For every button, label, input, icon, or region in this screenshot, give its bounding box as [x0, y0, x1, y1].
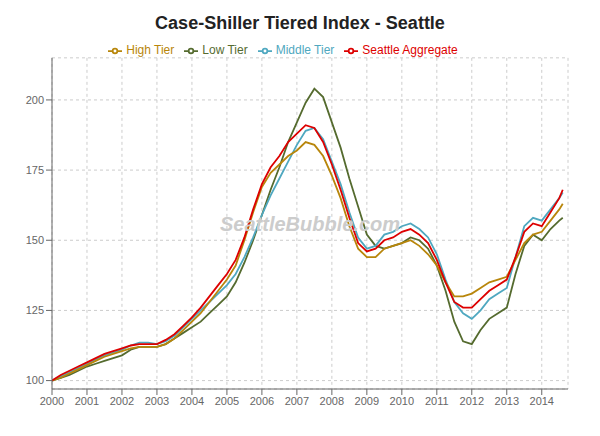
svg-text:SeattleBubble.com: SeattleBubble.com — [220, 213, 400, 235]
svg-text:2011: 2011 — [425, 395, 449, 407]
html-text:High Tier: High Tier — [126, 43, 175, 57]
html-text:Case-Shiller Tiered Index - Se: Case-Shiller Tiered Index - Seattle — [155, 13, 445, 33]
svg-text:2005: 2005 — [215, 395, 239, 407]
svg-text:2004: 2004 — [180, 395, 204, 407]
html-text:Low Tier: Low Tier — [202, 43, 248, 57]
svg-text:125: 125 — [26, 304, 44, 316]
svg-text:2013: 2013 — [495, 395, 519, 407]
svg-text:100: 100 — [26, 374, 44, 386]
svg-text:150: 150 — [26, 234, 44, 246]
svg-text:175: 175 — [26, 164, 44, 176]
svg-text:2014: 2014 — [530, 395, 554, 407]
svg-text:200: 200 — [26, 94, 44, 106]
svg-text:2007: 2007 — [285, 395, 309, 407]
svg-text:2009: 2009 — [355, 395, 379, 407]
svg-text:2006: 2006 — [250, 395, 274, 407]
html-text:Seattle Aggregate: Seattle Aggregate — [362, 43, 458, 57]
svg-text:2008: 2008 — [320, 395, 344, 407]
svg-text:2010: 2010 — [390, 395, 414, 407]
html-text:Middle Tier: Middle Tier — [275, 43, 335, 57]
svg-text:2001: 2001 — [75, 395, 99, 407]
svg-text:2002: 2002 — [110, 395, 134, 407]
svg-text:2000: 2000 — [40, 395, 64, 407]
svg-text:2003: 2003 — [145, 395, 169, 407]
svg-text:2012: 2012 — [460, 395, 484, 407]
